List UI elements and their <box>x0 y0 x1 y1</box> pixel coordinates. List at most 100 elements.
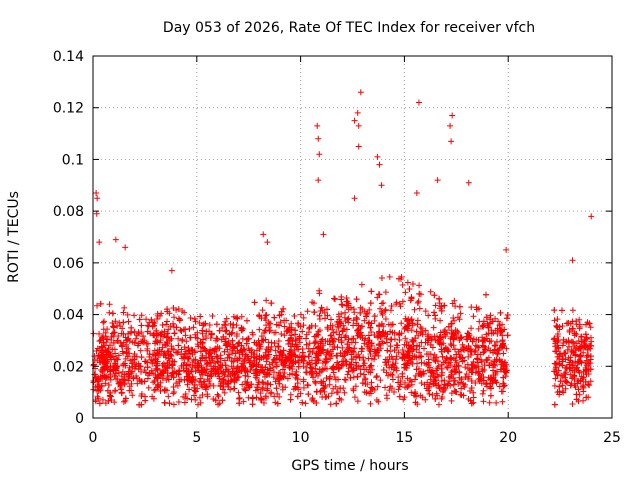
data-point <box>407 297 414 304</box>
data-point <box>499 358 506 365</box>
data-point <box>463 345 470 352</box>
data-point <box>374 153 381 160</box>
data-point <box>112 236 119 243</box>
data-point <box>307 364 314 371</box>
data-point <box>231 344 238 351</box>
data-point <box>396 331 403 338</box>
data-point <box>244 379 251 386</box>
data-point <box>329 326 336 333</box>
data-point <box>169 370 176 377</box>
data-point <box>176 376 183 383</box>
data-point <box>344 316 351 323</box>
data-point <box>273 385 280 392</box>
data-point <box>480 343 487 350</box>
data-point <box>256 379 263 386</box>
data-point <box>425 387 432 394</box>
data-point <box>387 371 394 378</box>
data-point <box>332 383 339 390</box>
data-point <box>436 336 443 343</box>
data-point <box>104 336 111 343</box>
data-point <box>327 401 334 408</box>
data-point <box>443 363 450 370</box>
data-point <box>95 353 102 360</box>
data-point <box>94 393 101 400</box>
data-point <box>223 342 230 349</box>
data-point <box>291 313 298 320</box>
data-point <box>469 338 476 345</box>
data-point <box>488 337 495 344</box>
data-point <box>350 317 357 324</box>
data-point <box>117 382 124 389</box>
data-point <box>92 398 99 405</box>
data-point <box>144 359 151 366</box>
data-point <box>569 400 576 407</box>
data-point <box>202 370 209 377</box>
data-point <box>244 368 251 375</box>
data-point <box>188 368 195 375</box>
data-point <box>483 335 490 342</box>
data-point <box>139 338 146 345</box>
data-point <box>332 376 339 383</box>
data-point <box>310 345 317 352</box>
data-point <box>336 395 343 402</box>
data-point <box>413 328 420 335</box>
data-point <box>198 381 205 388</box>
data-point <box>402 315 409 322</box>
data-point <box>311 309 318 316</box>
data-point <box>438 395 445 402</box>
data-point <box>245 335 252 342</box>
data-point <box>94 302 101 309</box>
data-point <box>337 320 344 327</box>
data-point <box>234 357 241 364</box>
data-point <box>362 376 369 383</box>
data-point <box>277 348 284 355</box>
data-point <box>438 365 445 372</box>
data-point <box>377 377 384 384</box>
data-point <box>94 357 101 364</box>
data-point <box>412 335 419 342</box>
data-point <box>300 314 307 321</box>
data-point <box>582 331 589 338</box>
data-point <box>551 401 558 408</box>
data-point <box>108 333 115 340</box>
data-points <box>90 89 595 408</box>
data-point <box>482 291 489 298</box>
data-point <box>351 394 358 401</box>
data-point <box>288 324 295 331</box>
data-point <box>194 329 201 336</box>
data-point <box>140 339 147 346</box>
data-point <box>312 380 319 387</box>
data-point <box>129 392 136 399</box>
data-point <box>431 292 438 299</box>
data-point <box>171 330 178 337</box>
data-point <box>263 355 270 362</box>
data-point <box>437 317 444 324</box>
data-point <box>334 344 341 351</box>
data-point <box>106 309 113 316</box>
data-point <box>101 318 108 325</box>
data-point <box>212 397 219 404</box>
data-point <box>393 353 400 360</box>
data-point <box>587 360 594 367</box>
data-point <box>499 321 506 328</box>
data-point <box>330 295 337 302</box>
data-point <box>101 364 108 371</box>
data-point <box>554 316 561 323</box>
data-point <box>296 335 303 342</box>
data-point <box>588 342 595 349</box>
data-point <box>188 377 195 384</box>
data-point <box>258 354 265 361</box>
data-point <box>487 347 494 354</box>
data-point <box>500 380 507 387</box>
data-point <box>475 368 482 375</box>
data-point <box>221 348 228 355</box>
data-point <box>355 122 362 129</box>
data-point <box>234 363 241 370</box>
data-point <box>303 341 310 348</box>
data-point <box>189 379 196 386</box>
data-point <box>138 322 145 329</box>
data-point <box>124 336 131 343</box>
data-point <box>416 290 423 297</box>
data-point <box>395 374 402 381</box>
data-point <box>569 307 576 314</box>
